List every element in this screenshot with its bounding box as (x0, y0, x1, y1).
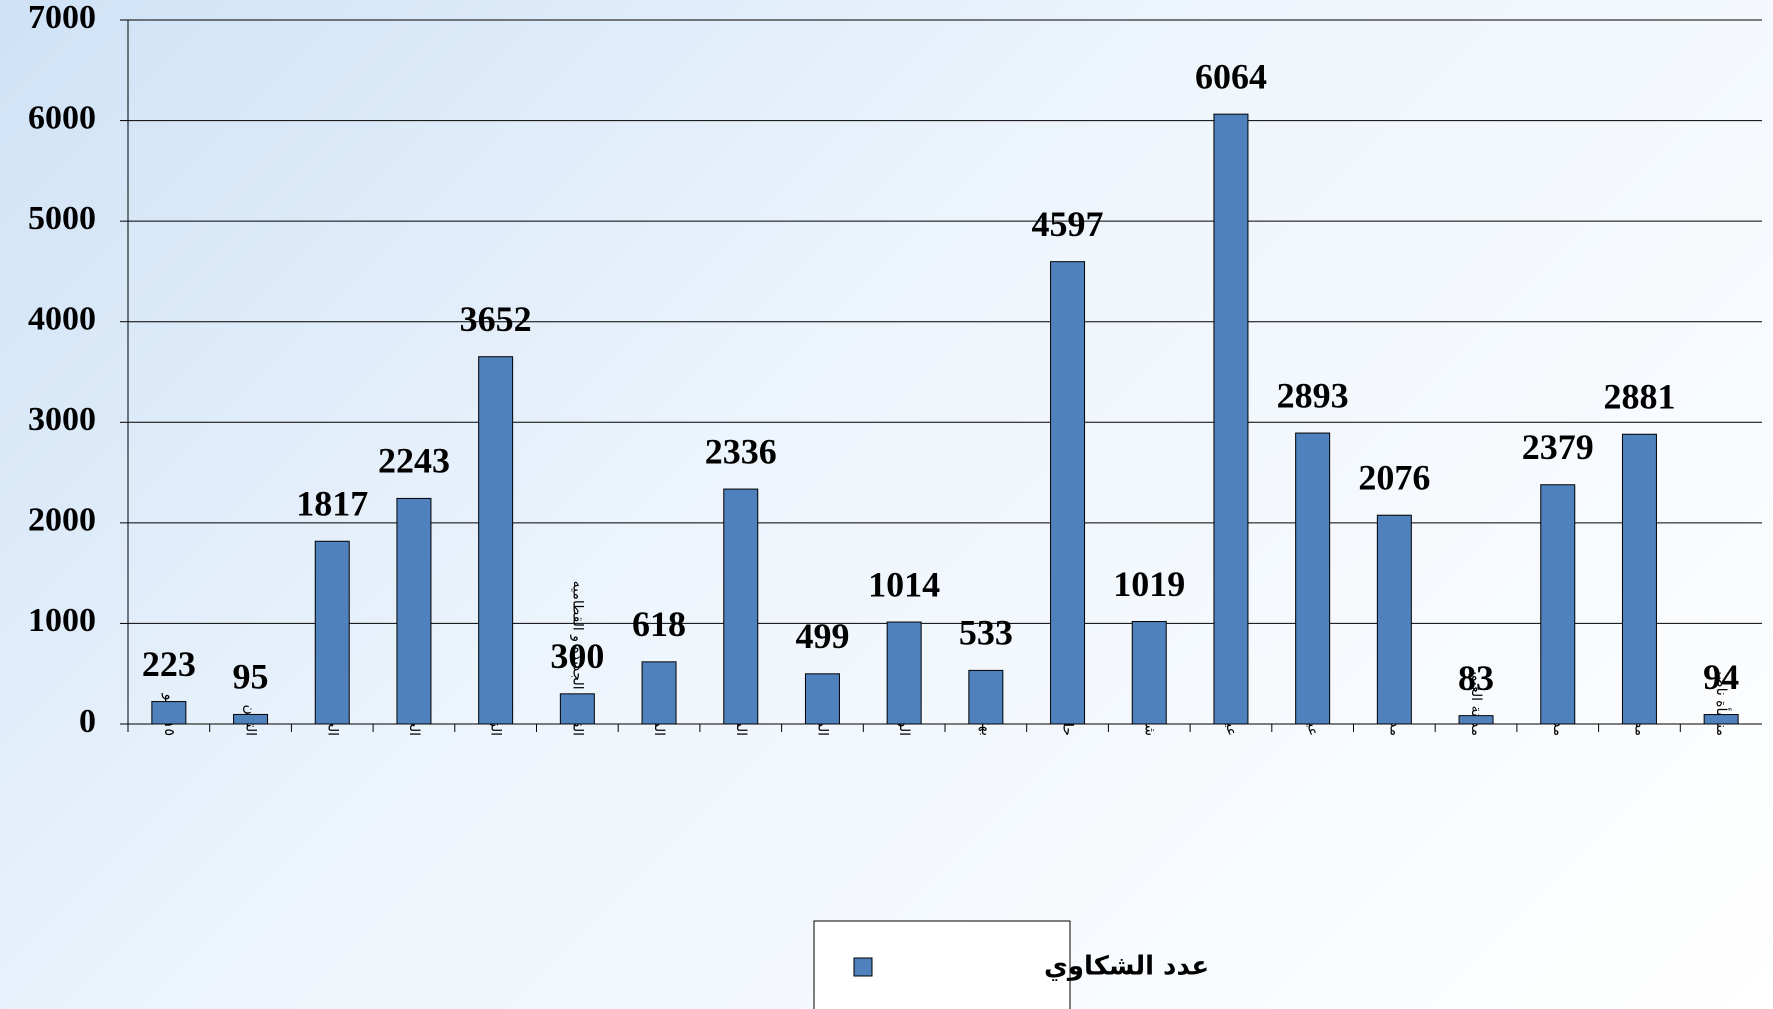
y-tick-label: 7000 (28, 0, 96, 36)
data-label: 4597 (1032, 204, 1104, 244)
data-label: 533 (959, 613, 1013, 653)
y-tick-label: 2000 (28, 502, 96, 539)
bar (1131, 621, 1167, 725)
bar (1050, 261, 1086, 725)
data-label: 2243 (378, 441, 450, 481)
y-tick-label: 0 (79, 703, 96, 740)
data-label: 1014 (868, 564, 940, 604)
data-label: 83 (1458, 658, 1494, 698)
data-label: 2379 (1522, 427, 1594, 467)
bar (723, 488, 759, 725)
bar (641, 661, 677, 725)
bar (1376, 514, 1412, 725)
data-label: 3652 (460, 299, 532, 339)
legend-label: عدد الشكاوي (1044, 952, 1209, 982)
bar (314, 540, 350, 725)
data-label: 223 (142, 644, 196, 684)
bar (968, 669, 1004, 725)
bar (478, 356, 514, 725)
data-label: 300 (550, 636, 604, 676)
data-label: 2076 (1358, 457, 1430, 497)
y-tick-label: 1000 (28, 602, 96, 639)
data-label: 94 (1703, 657, 1739, 697)
y-tick-label: 6000 (28, 99, 96, 136)
bar (886, 621, 922, 725)
data-label: 95 (233, 657, 269, 697)
bar (559, 693, 595, 725)
data-label: 1019 (1113, 564, 1185, 604)
data-label: 2881 (1603, 377, 1675, 417)
y-tick-label: 3000 (28, 401, 96, 438)
bar (1458, 715, 1494, 725)
data-label: 1817 (296, 484, 368, 524)
bar (233, 713, 269, 725)
data-label: 6064 (1195, 56, 1267, 96)
data-label: 499 (795, 616, 849, 656)
bar (1213, 113, 1249, 725)
bar (151, 701, 187, 725)
data-label: 2893 (1277, 375, 1349, 415)
bar (804, 673, 840, 725)
y-tick-label: 4000 (28, 301, 96, 338)
y-tick-label: 5000 (28, 200, 96, 237)
data-label: 2336 (705, 431, 777, 471)
legend-box (813, 920, 1071, 1009)
bar (1540, 484, 1576, 725)
bar (1621, 433, 1657, 725)
bar (1295, 432, 1331, 725)
bar (396, 497, 432, 725)
legend-swatch (853, 957, 873, 977)
data-label: 618 (632, 604, 686, 644)
bar (1703, 714, 1739, 725)
